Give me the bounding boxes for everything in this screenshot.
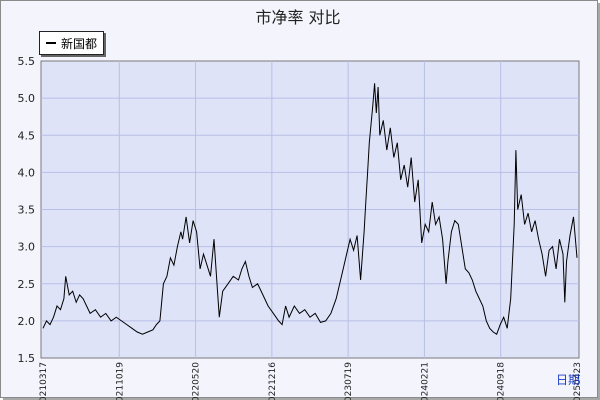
series-line-xinguodu — [42, 83, 578, 335]
x-tick-label: 20221216 — [268, 362, 278, 400]
y-tick-label: 2.5 — [18, 278, 36, 291]
y-tick-label: 3.0 — [18, 241, 36, 254]
x-tick-label: 20240918 — [497, 362, 507, 400]
y-tick-labels: 1.5 2.0 2.5 3.0 3.5 4.0 4.5 5.0 5.5 — [18, 55, 36, 365]
y-tick-label: 2.0 — [18, 315, 36, 328]
x-tick-label: 20230719 — [344, 362, 354, 400]
x-tick-label: 20211019 — [115, 362, 125, 400]
x-gridlines — [118, 61, 502, 358]
y-tick-label: 3.5 — [18, 204, 36, 217]
y-gridlines — [41, 97, 579, 322]
y-tick-label: 4.5 — [18, 129, 36, 142]
y-tick-label: 1.5 — [18, 352, 36, 365]
chart-title: 市净率 对比 — [255, 8, 341, 27]
x-tick-label: 20240221 — [420, 362, 430, 400]
legend-swatch — [46, 42, 56, 44]
y-tick-label: 4.0 — [18, 166, 36, 179]
x-tick-label: 20250423 — [573, 362, 583, 400]
y-tick-label: 5.5 — [18, 55, 36, 68]
x-axis-label: 日期 — [556, 373, 581, 387]
x-tick-label: 20220520 — [192, 362, 202, 400]
y-tick-label: 5.0 — [18, 92, 36, 105]
x-tick-labels: 20210317 20211019 20220520 20221216 20230719… — [39, 362, 583, 400]
legend: 新国都 — [39, 31, 105, 55]
legend-label: 新国都 — [61, 36, 98, 51]
x-tick-label: 20210317 — [39, 362, 49, 400]
